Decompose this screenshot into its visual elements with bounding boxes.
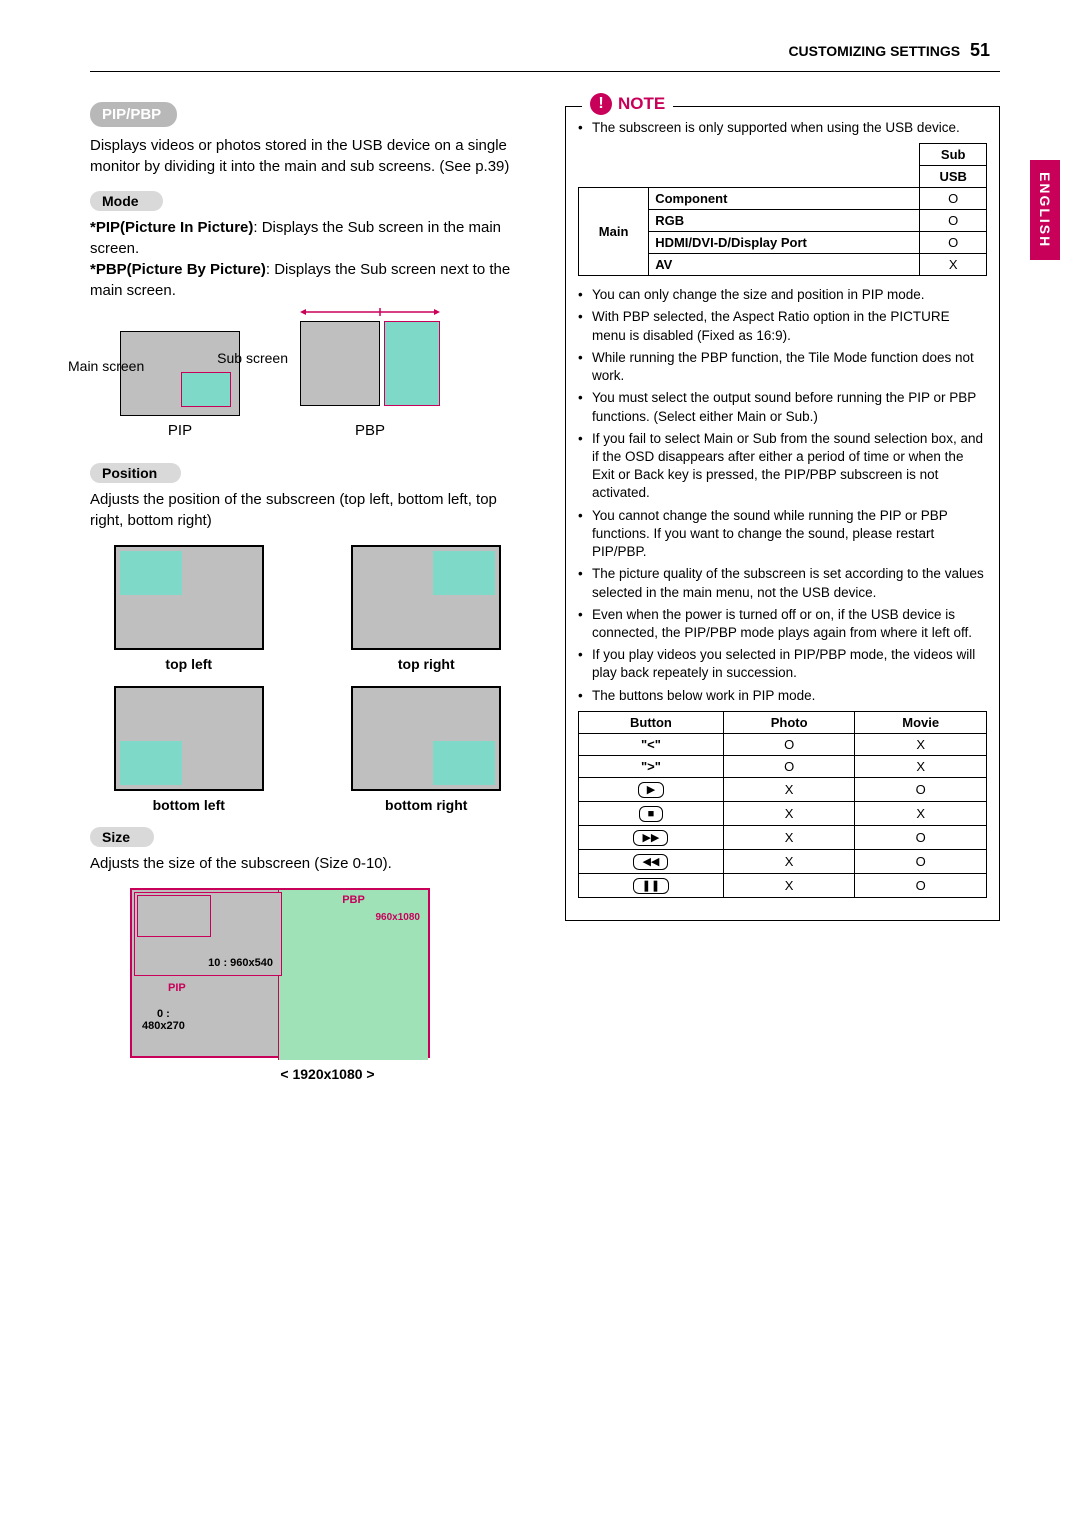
pos-bottom-right: bottom right — [338, 686, 516, 813]
pause-icon: ❚❚ — [633, 878, 669, 894]
language-tab: ENGLISH — [1030, 160, 1060, 260]
size-footer: < 1920x1080 > — [130, 1066, 525, 1082]
position-desc: Adjusts the position of the subscreen (t… — [90, 489, 525, 531]
note-title: ! NOTE — [582, 93, 673, 115]
mode-diagrams: Main screen Sub screen PIP PBP — [120, 321, 525, 439]
page-header: CUSTOMIZING SETTINGS 51 — [90, 40, 1000, 61]
compat-table: Sub USB MainComponentO RGBO HDMI/DVI-D/D… — [578, 143, 987, 276]
size-diagram: PBP 960x1080 10 : 960x540 PIP 0 : 480x27… — [130, 888, 525, 1082]
pip-label: *PIP(Picture In Picture) — [90, 219, 253, 236]
sub-screen-label: Sub screen — [217, 351, 288, 366]
note-item: You must select the output sound before … — [578, 389, 987, 425]
pos-top-left: top left — [100, 545, 278, 672]
pip-caption: PIP — [120, 422, 240, 439]
note-item: You cannot change the sound while runnin… — [578, 507, 987, 562]
note-item: With PBP selected, the Aspect Ratio opti… — [578, 308, 987, 344]
position-heading: Position — [90, 463, 181, 483]
size-heading: Size — [90, 827, 154, 847]
note-item: The subscreen is only supported when usi… — [578, 119, 987, 137]
note-item: If you fail to select Main or Sub from t… — [578, 430, 987, 503]
pbp-label: *PBP(Picture By Picture) — [90, 261, 266, 278]
pbp-diagram: PBP — [300, 321, 440, 439]
note-item: The buttons below work in PIP mode. — [578, 687, 987, 705]
right-column: ! NOTE The subscreen is only supported w… — [565, 102, 1000, 1082]
play-icon: ▶ — [638, 782, 664, 798]
note-item: Even when the power is turned off or on,… — [578, 606, 987, 642]
pip-desc: *PIP(Picture In Picture): Displays the S… — [90, 217, 525, 259]
pip-pbp-intro: Displays videos or photos stored in the … — [90, 135, 525, 177]
pos-bottom-left: bottom left — [100, 686, 278, 813]
left-column: PIP/PBP Displays videos or photos stored… — [90, 102, 525, 1082]
header-divider — [90, 71, 1000, 72]
mode-heading: Mode — [90, 191, 163, 211]
pip-diagram: Main screen Sub screen PIP — [120, 331, 240, 439]
section-title: CUSTOMIZING SETTINGS — [788, 43, 960, 59]
stop-icon: ■ — [639, 806, 664, 822]
note-item: You can only change the size and positio… — [578, 286, 987, 304]
note-box: ! NOTE The subscreen is only supported w… — [565, 106, 1000, 921]
note-item: While running the PBP function, the Tile… — [578, 349, 987, 385]
ff-icon: ▶▶ — [633, 830, 668, 846]
page-number: 51 — [970, 40, 990, 60]
size-desc: Adjusts the size of the subscreen (Size … — [90, 853, 525, 874]
main-screen-label: Main screen — [68, 359, 144, 374]
button-table: Button Photo Movie "<"OX ">"OX ▶XO ■XX ▶… — [578, 711, 987, 898]
pos-top-right: top right — [338, 545, 516, 672]
pbp-desc: *PBP(Picture By Picture): Displays the S… — [90, 259, 525, 301]
note-item: If you play videos you selected in PIP/P… — [578, 646, 987, 682]
pbp-caption: PBP — [300, 422, 440, 439]
position-grid: top left top right bottom left bottom ri… — [100, 545, 515, 813]
note-item: The picture quality of the subscreen is … — [578, 565, 987, 601]
pip-pbp-heading: PIP/PBP — [90, 102, 177, 127]
rw-icon: ◀◀ — [633, 854, 668, 870]
note-icon: ! — [590, 93, 612, 115]
